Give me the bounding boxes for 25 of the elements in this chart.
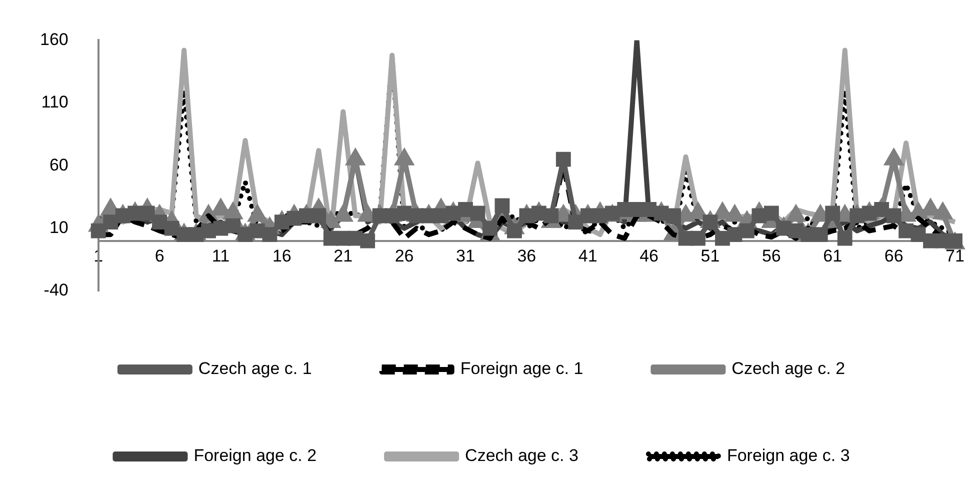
x-tick-label: 16 (272, 246, 292, 266)
y-tick-label: 110 (41, 92, 68, 112)
x-tick-label: 41 (578, 246, 598, 266)
x-tick-label: 6 (154, 246, 164, 266)
x-tick-label: 21 (334, 246, 353, 266)
x-tick-label: 11 (212, 246, 230, 266)
x-tick-label: 71 (946, 246, 964, 266)
y-tick-label: 160 (40, 30, 68, 49)
x-tick-label: 56 (762, 246, 781, 266)
x-tick-label: 61 (823, 246, 842, 266)
x-tick-label: 31 (456, 246, 475, 266)
y-tick-label: 60 (49, 155, 68, 174)
x-tick-label: 46 (640, 246, 659, 266)
x-tick-label: 26 (394, 246, 414, 266)
y-tick-label: 10 (49, 218, 68, 237)
legend-label: Czech age c. 3 (465, 446, 578, 466)
legend-label: Foreign age c. 3 (726, 446, 850, 466)
legend-label: Czech age c. 1 (198, 359, 312, 378)
x-tick-label: 51 (700, 246, 720, 266)
legend-label: Foreign age c. 1 (460, 359, 584, 378)
x-tick-label: 36 (517, 246, 536, 266)
x-tick-label: 66 (884, 246, 904, 266)
legend-label: Czech age c. 2 (732, 359, 846, 378)
y-tick-label: -40 (44, 280, 68, 300)
legend-label: Foreign age c. 2 (194, 446, 317, 466)
